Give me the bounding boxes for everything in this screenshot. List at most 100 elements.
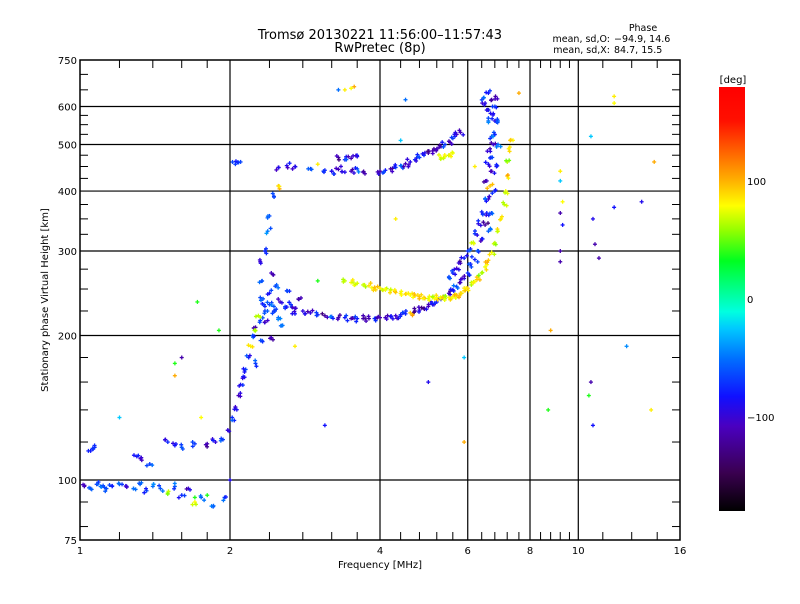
data-point — [451, 283, 456, 288]
data-point — [457, 259, 462, 264]
data-point — [349, 86, 354, 91]
data-point — [331, 171, 336, 176]
plot-frame — [79, 59, 681, 541]
data-point — [493, 96, 498, 101]
data-point — [235, 160, 240, 165]
data-point — [624, 344, 629, 349]
data-point — [172, 486, 177, 491]
data-point — [485, 221, 490, 226]
data-point — [475, 233, 480, 238]
data-point — [406, 162, 411, 167]
data-point — [479, 97, 484, 102]
data-point — [285, 289, 290, 294]
data-point — [586, 393, 591, 398]
data-point — [187, 487, 192, 492]
data-point — [330, 316, 335, 321]
data-point — [490, 211, 495, 216]
data-point — [469, 264, 474, 269]
data-point — [442, 142, 447, 147]
data-point — [238, 382, 243, 387]
data-point — [211, 503, 216, 508]
data-point — [227, 429, 232, 434]
data-point — [401, 164, 406, 169]
data-point — [199, 415, 204, 420]
data-point — [267, 291, 272, 296]
data-point — [560, 222, 565, 227]
data-point — [251, 335, 256, 340]
data-point — [448, 140, 453, 145]
data-point — [488, 169, 493, 174]
data-point — [490, 182, 495, 187]
chart-title: Tromsø 20130221 11:56:00–11:57:43 — [257, 28, 502, 43]
data-point — [240, 383, 245, 388]
data-point — [438, 157, 443, 162]
data-point — [131, 486, 136, 491]
data-point — [392, 164, 397, 169]
data-point — [472, 164, 477, 169]
data-point — [349, 169, 354, 174]
data-point — [296, 297, 301, 302]
data-point — [491, 142, 496, 147]
data-point — [336, 157, 341, 162]
data-point — [219, 436, 224, 441]
y-tick-label: 300 — [58, 247, 77, 258]
data-point — [225, 428, 230, 433]
data-point — [117, 482, 122, 487]
data-point — [233, 162, 238, 167]
data-point — [133, 487, 138, 492]
data-point — [596, 256, 601, 261]
data-point — [495, 163, 500, 168]
data-point — [287, 161, 292, 166]
data-point — [351, 153, 356, 158]
data-point — [264, 231, 269, 236]
data-point — [315, 162, 320, 167]
data-point — [355, 166, 360, 171]
data-point — [320, 311, 325, 316]
y-tick-label: 75 — [64, 536, 77, 547]
data-point — [366, 314, 371, 319]
data-point — [306, 166, 311, 171]
data-point — [481, 220, 486, 225]
y-tick-label: 200 — [58, 332, 77, 343]
data-point — [483, 259, 488, 264]
data-point — [244, 353, 249, 358]
data-point — [368, 281, 373, 286]
data-point — [350, 167, 355, 172]
data-point — [510, 138, 515, 143]
y-tick-label: 400 — [58, 187, 77, 198]
data-point — [117, 415, 122, 420]
data-point — [436, 152, 441, 157]
data-point — [277, 184, 282, 189]
data-point — [322, 423, 327, 428]
data-point — [441, 156, 446, 161]
data-point — [247, 353, 252, 358]
data-point — [342, 315, 347, 320]
data-point — [104, 486, 109, 491]
data-point — [274, 307, 279, 312]
data-point — [459, 255, 464, 260]
data-point — [131, 453, 136, 458]
data-point — [488, 136, 493, 141]
data-point — [493, 94, 498, 99]
data-point — [344, 157, 349, 162]
data-point — [349, 156, 354, 161]
data-point — [493, 242, 498, 247]
data-point — [278, 316, 283, 321]
data-point — [353, 314, 358, 319]
data-point — [466, 262, 471, 267]
data-point — [415, 152, 420, 157]
data-point — [293, 164, 298, 169]
data-point — [469, 282, 474, 287]
data-point — [498, 217, 503, 222]
data-point — [351, 170, 356, 175]
data-point — [150, 484, 155, 489]
data-point — [410, 291, 415, 296]
data-point — [406, 291, 411, 296]
data-point — [383, 315, 388, 320]
stats-o-label: mean, sd,O: — [553, 34, 611, 45]
data-point — [488, 226, 493, 231]
data-point — [376, 171, 381, 176]
data-point — [272, 308, 277, 313]
data-point — [99, 484, 104, 489]
data-point — [426, 304, 431, 309]
